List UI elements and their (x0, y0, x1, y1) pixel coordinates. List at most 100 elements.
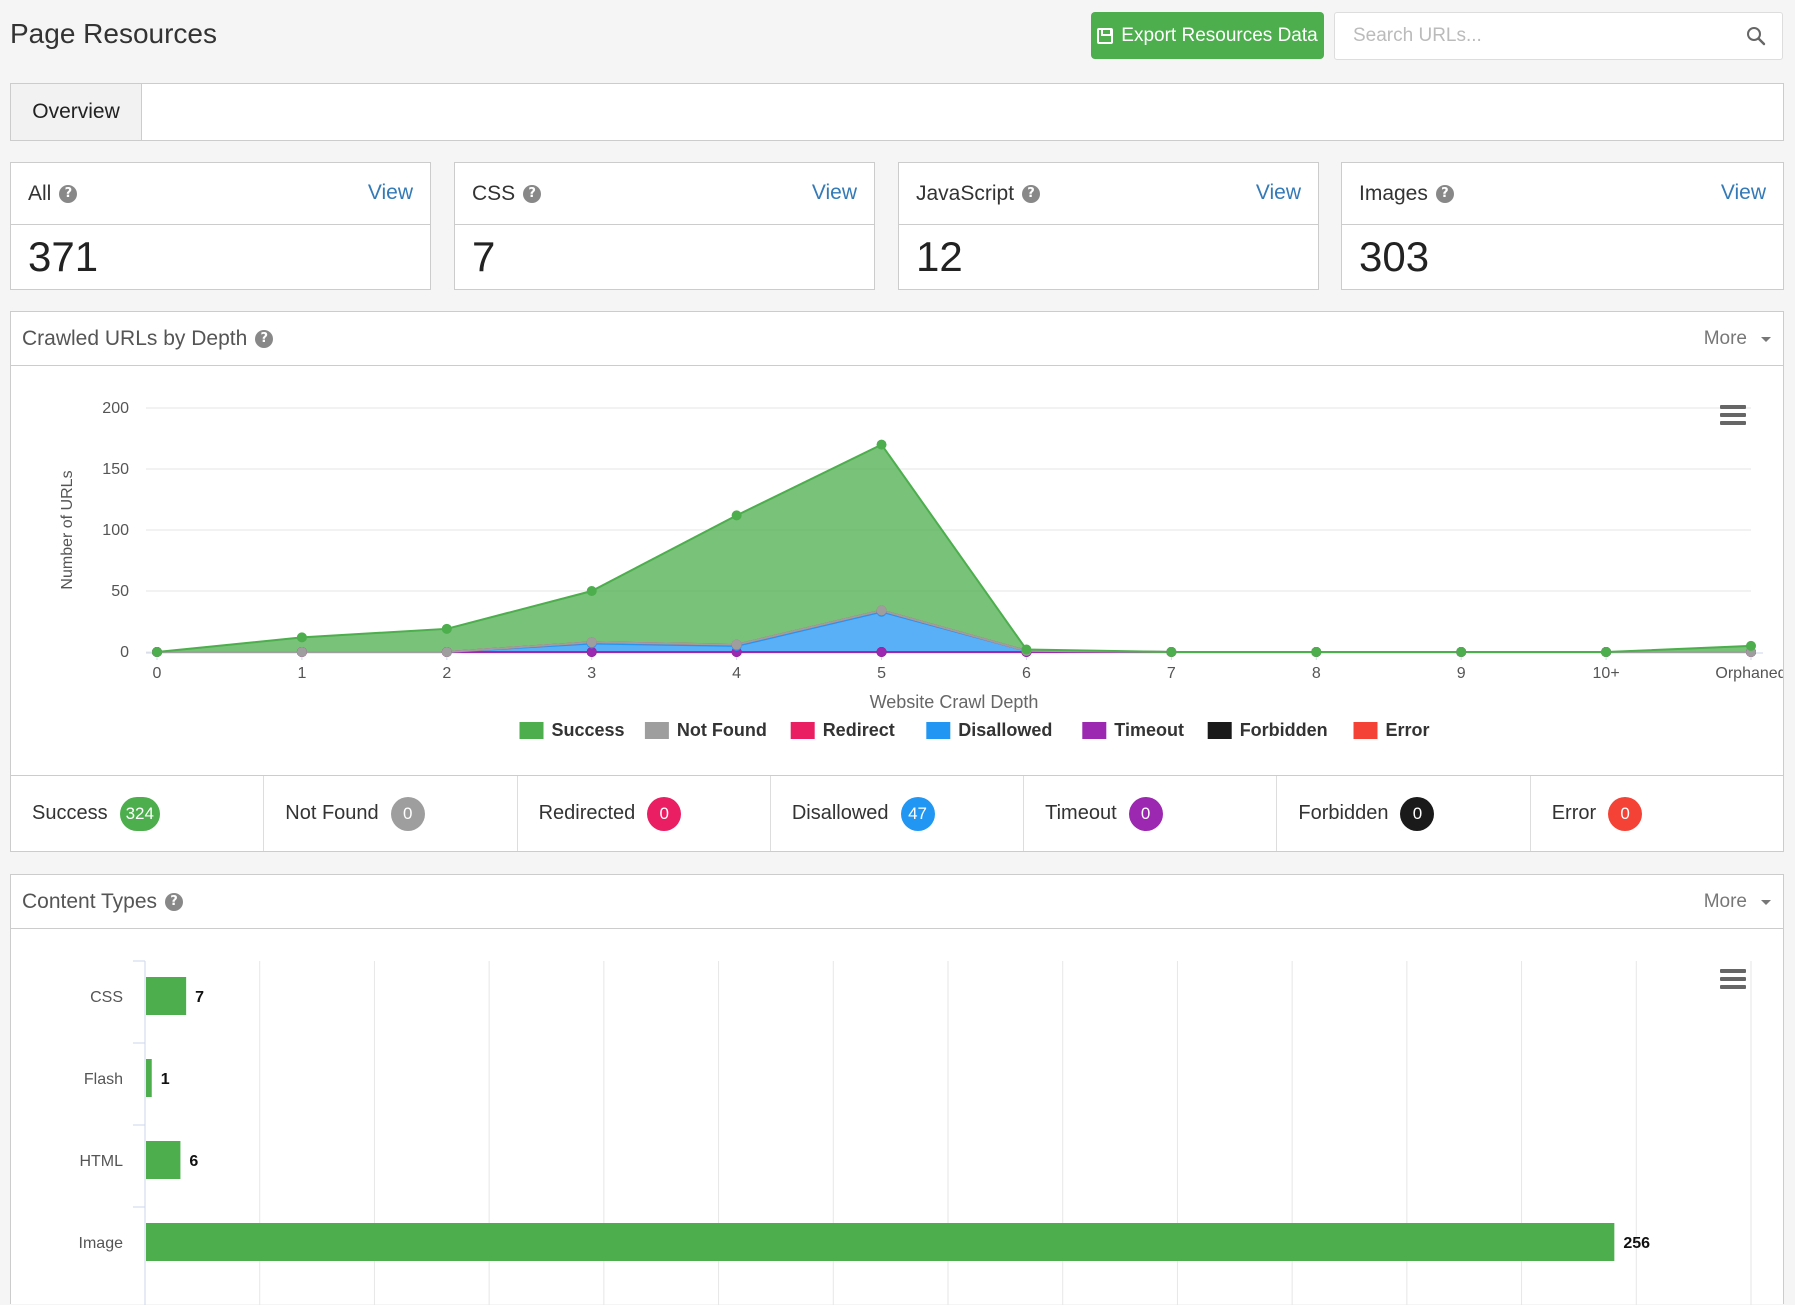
stat-value: 7 (472, 233, 496, 280)
data-label: 256 (1623, 1235, 1650, 1252)
more-label: More (1703, 328, 1747, 349)
stat-value: 12 (916, 233, 963, 280)
help-icon[interactable]: ? (59, 185, 78, 203)
help-icon[interactable]: ? (1022, 185, 1041, 203)
legend-item-redirect[interactable]: Redirect (790, 720, 895, 740)
legend-label: Success (552, 720, 625, 740)
chart-menu-icon[interactable] (1720, 969, 1746, 991)
legend-label: Not Found (677, 720, 767, 740)
legend-swatch (1207, 722, 1232, 739)
status-error: Error 0 (1531, 776, 1783, 851)
stat-card-images: Images? View 303 (1341, 162, 1784, 290)
view-all-link[interactable]: View (367, 181, 413, 204)
point-success (1746, 640, 1756, 651)
point-success (1166, 647, 1177, 657)
legend-item-disallowed[interactable]: Disallowed (926, 720, 1052, 740)
point-success (441, 623, 452, 634)
point-not-found (731, 639, 742, 650)
view-javascript-link[interactable]: View (1255, 181, 1301, 204)
status-forbidden: Forbidden 0 (1277, 776, 1531, 851)
bar-image (146, 1223, 1615, 1261)
status-not-found: Not Found 0 (264, 776, 518, 851)
more-label: More (1703, 891, 1747, 912)
help-icon[interactable]: ? (165, 893, 184, 911)
help-icon[interactable]: ? (523, 185, 542, 203)
status-timeout: Timeout 0 (1024, 776, 1278, 851)
tabs-bar: Overview (10, 83, 1784, 141)
search-icon[interactable] (1746, 26, 1766, 46)
status-label: Disallowed (791, 802, 889, 824)
help-icon[interactable]: ? (1435, 185, 1454, 203)
x-tick-label: 0 (153, 665, 162, 682)
depth-more-dropdown[interactable]: More (1704, 328, 1771, 350)
data-label: 7 (195, 989, 204, 1006)
x-tick-label: 10+ (1593, 665, 1620, 682)
view-images-link[interactable]: View (1720, 181, 1766, 204)
export-resources-label: Export Resources Data (1121, 24, 1318, 46)
bar-css (146, 977, 187, 1015)
view-css-link[interactable]: View (811, 181, 857, 204)
legend-item-timeout[interactable]: Timeout (1082, 720, 1184, 740)
export-resources-button[interactable]: Export Resources Data (1091, 12, 1324, 59)
line-success (156, 443, 1752, 653)
point-success (1021, 644, 1032, 655)
depth-panel: Crawled URLs by Depth? More 0 50 100 150 200… (10, 311, 1784, 777)
x-tick-label: 9 (1457, 665, 1466, 682)
search-input[interactable] (1335, 13, 1782, 59)
legend-label: Forbidden (1240, 720, 1328, 740)
caret-down-icon (1761, 899, 1771, 905)
legend-item-forbidden[interactable]: Forbidden (1207, 720, 1328, 740)
legend-swatch (519, 722, 544, 739)
status-label: Redirected (538, 802, 636, 824)
chart-menu-icon[interactable] (1720, 405, 1746, 427)
data-label: 1 (161, 1071, 170, 1088)
tab-overview[interactable]: Overview (11, 84, 142, 140)
status-badge: 0 (390, 796, 425, 831)
legend-swatch (1353, 722, 1378, 739)
content-more-dropdown[interactable]: More (1704, 891, 1771, 913)
stat-label: All (28, 182, 52, 205)
status-label: Error (1551, 802, 1597, 824)
status-badge: 0 (1128, 796, 1163, 831)
point-success (731, 510, 742, 521)
help-icon[interactable]: ? (255, 330, 274, 348)
x-tick-label: 4 (732, 665, 741, 682)
content-types-title: Content Types (22, 890, 158, 913)
x-axis-title: Website Crawl Depth (870, 692, 1039, 712)
status-badge: 0 (647, 796, 682, 831)
y-axis-title: Number of URLs (59, 470, 76, 589)
point-not-found (441, 647, 452, 657)
point-success (1311, 647, 1322, 657)
x-tick-label: 5 (877, 665, 886, 682)
point-success (876, 439, 887, 450)
status-badge: 0 (1400, 796, 1435, 831)
bar-html (146, 1141, 181, 1179)
category-label: Image (79, 1235, 124, 1252)
depth-panel-title: Crawled URLs by Depth (22, 327, 248, 350)
status-label: Success (32, 802, 108, 824)
status-label: Timeout (1045, 802, 1117, 824)
x-tick-label: 8 (1312, 665, 1321, 682)
legend-item-error[interactable]: Error (1353, 720, 1430, 740)
legend-swatch (926, 722, 951, 739)
stat-label: Images (1359, 182, 1428, 205)
legend-label: Error (1386, 720, 1430, 740)
data-label: 6 (189, 1153, 198, 1170)
caret-down-icon (1761, 336, 1771, 342)
bar-flash (146, 1059, 152, 1097)
legend-item-not-found[interactable]: Not Found (644, 720, 767, 740)
stat-value: 371 (28, 233, 99, 280)
content-chart: CSS 7 Flash 1 HTML 6 Image 256 (79, 960, 1752, 1305)
stat-card-javascript: JavaScript? View 12 (898, 162, 1319, 290)
x-tick-label: 6 (1022, 665, 1031, 682)
status-label: Not Found (285, 802, 379, 824)
status-label: Forbidden (1298, 802, 1389, 824)
y-tick-label: 50 (111, 583, 129, 600)
legend-item-success[interactable]: Success (519, 720, 625, 740)
point-timeout (586, 647, 597, 657)
x-tick-label: 1 (297, 665, 306, 682)
status-badge: 47 (900, 796, 935, 831)
legend-label: Disallowed (958, 720, 1052, 740)
category-label: Flash (84, 1071, 123, 1088)
stat-label: CSS (472, 182, 516, 205)
